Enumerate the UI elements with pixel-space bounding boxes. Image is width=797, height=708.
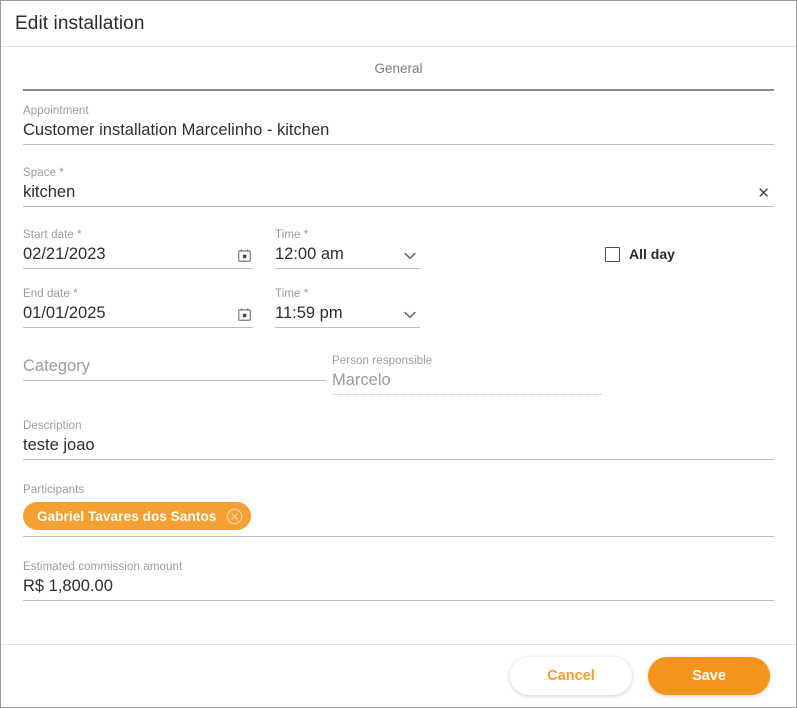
all-day-checkbox[interactable]: All day xyxy=(605,246,675,262)
space-input[interactable]: kitchen xyxy=(23,183,76,201)
cancel-button[interactable]: Cancel xyxy=(510,657,632,695)
dialog-titlebar: Edit installation xyxy=(1,1,796,47)
participant-chip[interactable]: Gabriel Tavares dos Santos xyxy=(23,502,252,530)
start-time-field[interactable]: Time * 12:00 am xyxy=(275,228,420,269)
description-input[interactable]: teste joao xyxy=(23,436,95,454)
participants-field[interactable]: Participants Gabriel Tavares dos Santos xyxy=(23,483,774,537)
commission-input[interactable]: R$ 1,800.00 xyxy=(23,577,113,595)
chevron-down-icon[interactable] xyxy=(404,252,416,260)
commission-field[interactable]: Estimated commission amount R$ 1,800.00 xyxy=(23,560,774,601)
participant-chip-label: Gabriel Tavares dos Santos xyxy=(37,508,217,524)
end-time-field[interactable]: Time * 11:59 pm xyxy=(275,287,420,328)
person-responsible-field: Person responsible Marcelo xyxy=(332,354,601,395)
category-input[interactable]: Category xyxy=(23,357,90,375)
participants-chip-list: Gabriel Tavares dos Santos xyxy=(23,497,774,536)
description-label: Description xyxy=(23,420,82,432)
end-datetime-row: End date * 01/01/2025 Time * 11:59 pm xyxy=(23,287,774,328)
appointment-input[interactable]: Customer installation Marcelinho - kitch… xyxy=(23,121,330,139)
end-date-label: End date * xyxy=(23,288,78,300)
remove-circle-icon[interactable] xyxy=(226,508,243,525)
person-responsible-value: Marcelo xyxy=(332,371,391,389)
tab-bar: General xyxy=(23,51,774,91)
person-responsible-label: Person responsible xyxy=(332,355,433,367)
dialog-body: General Appointment Customer installatio… xyxy=(1,47,796,644)
chevron-down-icon[interactable] xyxy=(404,311,416,319)
tab-general[interactable]: General xyxy=(374,60,423,76)
end-date-input[interactable]: 01/01/2025 xyxy=(23,304,106,322)
appointment-field[interactable]: Appointment Customer installation Marcel… xyxy=(23,104,774,145)
calendar-icon[interactable] xyxy=(238,249,251,262)
start-datetime-row: Start date * 02/21/2023 Time * 12:00 am xyxy=(23,228,774,269)
space-field[interactable]: Space * kitchen ✕ xyxy=(23,166,774,207)
all-day-checkbox-box[interactable] xyxy=(605,246,620,262)
save-button[interactable]: Save xyxy=(648,657,770,695)
end-date-field[interactable]: End date * 01/01/2025 xyxy=(23,287,253,328)
start-time-label: Time * xyxy=(275,229,309,241)
end-time-label: Time * xyxy=(275,288,309,300)
category-field[interactable]: Category xyxy=(23,354,326,381)
description-field[interactable]: Description teste joao xyxy=(23,419,774,460)
category-person-row: Category Person responsible Marcelo xyxy=(23,354,774,395)
page-title: Edit installation xyxy=(15,12,145,34)
space-label: Space * xyxy=(23,167,64,179)
start-date-label: Start date * xyxy=(23,229,82,241)
start-date-input[interactable]: 02/21/2023 xyxy=(23,245,106,263)
close-icon[interactable]: ✕ xyxy=(757,185,770,202)
all-day-label: All day xyxy=(629,246,675,262)
calendar-icon[interactable] xyxy=(238,308,251,321)
end-time-input[interactable]: 11:59 pm xyxy=(275,304,343,322)
appointment-label: Appointment xyxy=(23,105,89,117)
start-time-input[interactable]: 12:00 am xyxy=(275,245,344,263)
dialog-footer: Cancel Save xyxy=(1,644,796,707)
commission-label: Estimated commission amount xyxy=(23,561,183,573)
start-date-field[interactable]: Start date * 02/21/2023 xyxy=(23,228,253,269)
participants-label: Participants xyxy=(23,484,85,496)
